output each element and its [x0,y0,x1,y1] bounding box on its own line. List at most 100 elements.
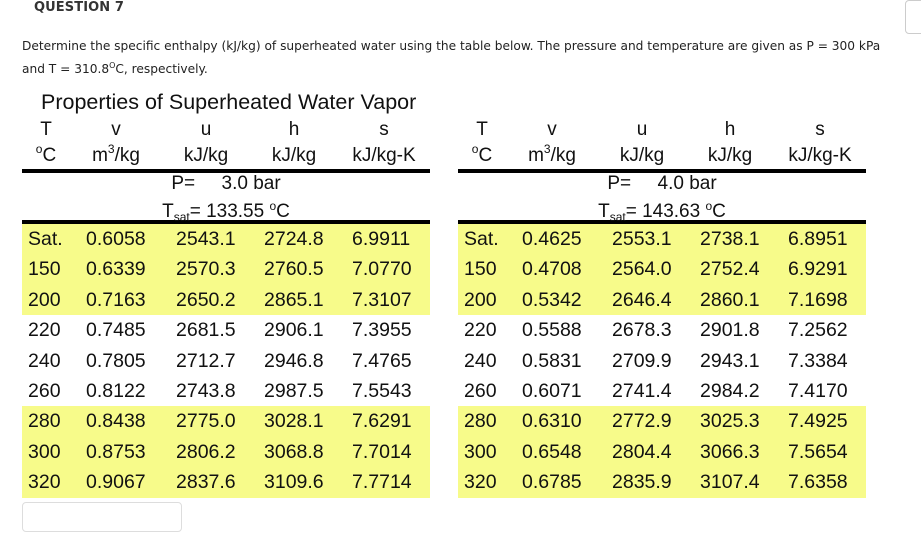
pressure-line: P= 3.0 bar [171,173,281,194]
cell-s: 7.3955 [352,319,412,342]
cell-T: 240 [28,349,61,372]
cell-h: 2943.1 [700,349,760,372]
cell-v: 0.8753 [86,440,146,463]
cell-v: 0.4708 [522,258,582,281]
cell-v: 0.9067 [86,471,146,494]
answer-input[interactable] [22,502,182,532]
header-unit-celsius: oC [35,142,57,166]
cell-T: 260 [464,379,497,402]
cell-s: 7.3107 [352,288,412,311]
cell-T: Sat. [464,228,499,250]
cell-T: 300 [28,440,61,463]
cell-s: 7.5543 [352,379,412,402]
cell-s: 7.6291 [352,410,412,433]
cell-h: 2865.1 [264,288,324,311]
header-symbol: s [379,119,389,140]
table-row: Sat. 0.4625 2553.1 2738.1 6.8951 [458,224,866,255]
cell-s: 7.1698 [788,288,848,311]
cell-T: 200 [28,288,61,311]
table-row: 280 0.6310 2772.9 3025.3 7.4925 [458,406,866,437]
table-row: 150 0.6339 2570.3 2760.5 7.0770 [22,254,430,285]
tsat-line: Tsat= 133.55 oC [162,199,290,224]
cell-h: 2946.8 [264,349,324,372]
cell-s: 6.8951 [788,228,848,250]
cell-u: 2806.2 [176,440,236,463]
cell-v: 0.5588 [522,319,582,342]
cell-T: 200 [464,288,497,311]
cell-h: 3025.3 [700,410,760,433]
cell-v: 0.6339 [86,258,146,281]
header-symbol: v [111,119,121,140]
cell-T: 320 [28,471,61,494]
question-text-main: Determine the specific enthalpy (kJ/kg) … [22,39,881,76]
tsat-line: Tsat= 143.63 oC [598,199,726,224]
header-symbol: h [288,119,300,140]
cell-v: 0.6071 [522,379,582,402]
cell-v: 0.7485 [86,319,146,342]
table-row: 320 0.9067 2837.6 3109.6 7.7714 [22,467,430,498]
cell-u: 2837.6 [176,471,236,494]
cell-h: 2724.8 [264,228,324,250]
cell-T: Sat. [28,228,63,250]
cell-T: 280 [28,410,61,433]
header-symbol: u [200,119,212,140]
cell-v: 0.5831 [522,349,582,372]
table-row: 220 0.7485 2681.5 2906.1 7.3955 [22,315,430,345]
table-row: 260 0.8122 2743.8 2987.5 7.5543 [22,376,430,406]
cell-u: 2543.1 [176,228,236,250]
cell-v: 0.4625 [522,228,582,250]
cell-h: 3107.4 [700,471,760,494]
cell-s: 7.4765 [352,349,412,372]
cell-u: 2772.9 [612,410,672,433]
cell-s: 7.6358 [788,471,848,494]
header-unit-celsius: oC [471,142,493,166]
header-unit-energy: kJ/kg [619,145,665,166]
header-units-row: oC m3/kg kJ/kg kJ/kg kJ/kg-K [22,141,430,167]
cell-h: 3028.1 [264,410,324,433]
header-unit-entropy: kJ/kg-K [788,145,852,166]
cell-T: 150 [28,258,61,281]
header-symbol: h [724,119,736,140]
header-unit-volume: m3/kg [92,142,140,166]
table-row: 300 0.6548 2804.4 3066.3 7.5654 [458,436,866,468]
header-symbol: v [547,119,557,140]
cell-T: 260 [28,379,61,402]
header-unit-enthalpy: kJ/kg [707,145,753,166]
cell-u: 2712.7 [176,349,236,372]
table-row: 200 0.5342 2646.4 2860.1 7.1698 [458,284,866,316]
cell-s: 7.7714 [352,471,412,494]
cell-T: 280 [464,410,497,433]
cell-u: 2678.3 [612,319,672,342]
table-row: 150 0.4708 2564.0 2752.4 6.9291 [458,254,866,285]
cell-h: 2984.2 [700,379,760,402]
header-unit-entropy: kJ/kg-K [352,145,416,166]
header-unit-enthalpy: kJ/kg [271,145,317,166]
cell-u: 2564.0 [612,258,672,281]
cell-h: 2752.4 [700,258,760,281]
cell-s: 7.4170 [788,379,848,402]
more-options-button[interactable]: ⋮ [905,0,921,34]
cell-u: 2835.9 [612,471,672,494]
table-row: 320 0.6785 2835.9 3107.4 7.6358 [458,467,866,498]
pressure-rule [22,220,430,224]
cell-u: 2650.2 [176,288,236,311]
cell-h: 3066.3 [700,440,760,463]
cell-s: 6.9291 [788,258,848,281]
cell-v: 0.6785 [522,471,582,494]
cell-v: 0.5342 [522,288,582,311]
cell-u: 2775.0 [176,410,236,433]
cell-s: 6.9911 [352,228,411,250]
cell-v: 0.6548 [522,440,582,463]
table-row: Sat. 0.6058 2543.1 2724.8 6.9911 [22,224,430,255]
cell-u: 2709.9 [612,349,672,372]
table-row: 240 0.7805 2712.7 2946.8 7.4765 [22,346,430,376]
table-row: 200 0.7163 2650.2 2865.1 7.3107 [22,284,430,316]
cell-u: 2804.4 [612,440,672,463]
header-rule [458,169,866,173]
table-row: 280 0.8438 2775.0 3028.1 7.6291 [22,406,430,437]
pressure-line: P= 4.0 bar [607,173,717,194]
cell-v: 0.7163 [86,288,146,311]
more-icon: ⋮ [917,7,921,17]
cell-v: 0.6310 [522,410,582,433]
